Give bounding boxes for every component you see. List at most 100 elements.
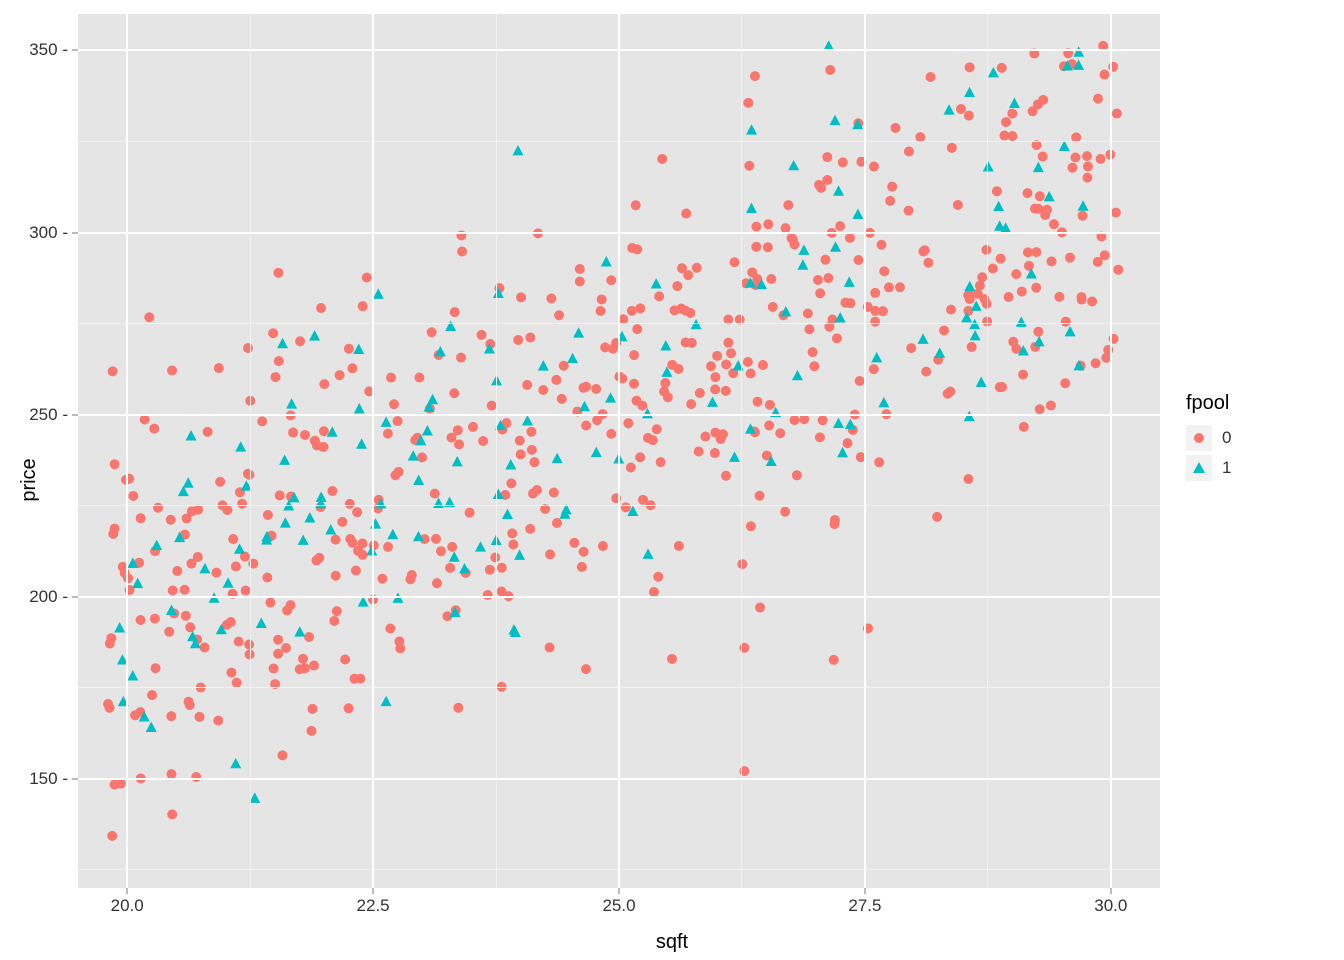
- data-point-circle: [799, 414, 809, 424]
- data-point-triangle: [1065, 326, 1076, 336]
- data-point-circle: [310, 436, 320, 446]
- data-point-triangle: [234, 543, 245, 553]
- data-point-circle: [405, 574, 415, 584]
- data-point-circle: [1023, 188, 1033, 198]
- data-point-circle: [965, 62, 975, 72]
- data-point-circle: [181, 611, 191, 621]
- data-point-circle: [529, 457, 539, 467]
- data-point-circle: [825, 65, 835, 75]
- y-axis-title: price: [18, 458, 41, 501]
- data-point-circle: [632, 244, 642, 254]
- data-point-triangle: [354, 403, 365, 413]
- data-point-circle: [838, 157, 848, 167]
- data-point-triangle: [1016, 316, 1027, 326]
- data-point-circle: [559, 361, 569, 371]
- data-point-circle: [631, 200, 641, 210]
- data-point-circle: [575, 264, 585, 274]
- data-point-circle: [926, 72, 936, 82]
- data-point-circle: [921, 367, 931, 377]
- data-point-circle: [271, 372, 281, 382]
- data-point-triangle: [373, 288, 384, 298]
- data-point-circle: [344, 703, 354, 713]
- data-point-circle: [790, 239, 800, 249]
- data-point-circle: [214, 363, 224, 373]
- data-point-triangle: [591, 447, 602, 457]
- data-point-circle: [431, 534, 441, 544]
- data-point-circle: [626, 462, 636, 472]
- data-point-circle: [309, 661, 319, 671]
- data-point-circle: [107, 831, 117, 841]
- data-point-circle: [316, 303, 326, 313]
- data-point-circle: [569, 538, 579, 548]
- data-point-triangle: [1073, 46, 1084, 56]
- data-point-circle: [195, 712, 205, 722]
- data-point-circle: [477, 330, 487, 340]
- data-point-circle: [281, 643, 291, 653]
- data-point-circle: [789, 415, 799, 425]
- data-point-circle: [596, 306, 606, 316]
- data-point-triangle: [833, 418, 844, 428]
- data-point-circle: [780, 507, 790, 517]
- data-point-triangle: [132, 578, 143, 588]
- data-point-circle: [478, 436, 488, 446]
- data-point-circle: [608, 344, 618, 354]
- data-point-circle: [1035, 191, 1045, 201]
- data-point-circle: [319, 426, 329, 436]
- data-point-circle: [516, 449, 526, 459]
- data-point-circle: [105, 703, 115, 713]
- data-point-triangle: [505, 459, 516, 469]
- x-tick-label: 30.0: [1094, 896, 1127, 916]
- data-point-circle: [1077, 295, 1087, 305]
- data-point-triangle: [514, 549, 525, 559]
- data-point-circle: [383, 542, 393, 552]
- data-point-circle: [1018, 370, 1028, 380]
- data-point-circle: [904, 206, 914, 216]
- data-point-circle: [147, 690, 157, 700]
- data-point-circle: [453, 425, 463, 435]
- data-point-circle: [632, 324, 642, 334]
- data-point-circle: [1007, 131, 1017, 141]
- data-point-circle: [963, 474, 973, 484]
- data-point-circle: [710, 372, 720, 382]
- data-point-circle: [710, 428, 720, 438]
- data-point-circle: [597, 294, 607, 304]
- data-point-circle: [447, 542, 457, 552]
- data-point-circle: [551, 375, 561, 385]
- data-point-triangle: [1009, 98, 1020, 108]
- data-point-circle: [454, 439, 464, 449]
- data-point-circle: [830, 519, 840, 529]
- x-axis-title: sqft: [656, 931, 688, 954]
- data-point-circle: [592, 415, 602, 425]
- data-point-circle: [939, 325, 949, 335]
- data-point-triangle: [844, 276, 855, 286]
- data-point-circle: [783, 200, 793, 210]
- data-point-circle: [417, 452, 427, 462]
- data-point-circle: [307, 726, 317, 736]
- data-point-circle: [1017, 287, 1027, 297]
- data-point-triangle: [304, 512, 315, 522]
- data-point-circle: [721, 359, 731, 369]
- data-point-circle: [945, 386, 955, 396]
- data-point-circle: [345, 499, 355, 509]
- data-point-triangle: [878, 397, 889, 407]
- data-point-circle: [1047, 256, 1057, 266]
- data-point-circle: [110, 524, 120, 534]
- data-point-circle: [632, 396, 642, 406]
- data-point-triangle: [256, 618, 267, 628]
- data-point-circle: [606, 429, 616, 439]
- data-point-circle: [273, 268, 283, 278]
- data-point-circle: [1033, 99, 1043, 109]
- data-point-circle: [654, 291, 664, 301]
- data-point-circle: [710, 448, 720, 458]
- y-tick-label: 350 -: [29, 40, 68, 60]
- data-point-triangle: [1059, 141, 1070, 151]
- legend-item-label: 1: [1222, 458, 1231, 478]
- data-point-triangle: [538, 360, 549, 370]
- data-point-triangle: [746, 124, 757, 134]
- data-point-circle: [1112, 109, 1122, 119]
- data-point-triangle: [294, 626, 305, 636]
- data-point-circle: [832, 333, 842, 343]
- data-point-circle: [393, 416, 403, 426]
- data-point-triangle: [353, 344, 364, 354]
- x-tick-label: 25.0: [602, 896, 635, 916]
